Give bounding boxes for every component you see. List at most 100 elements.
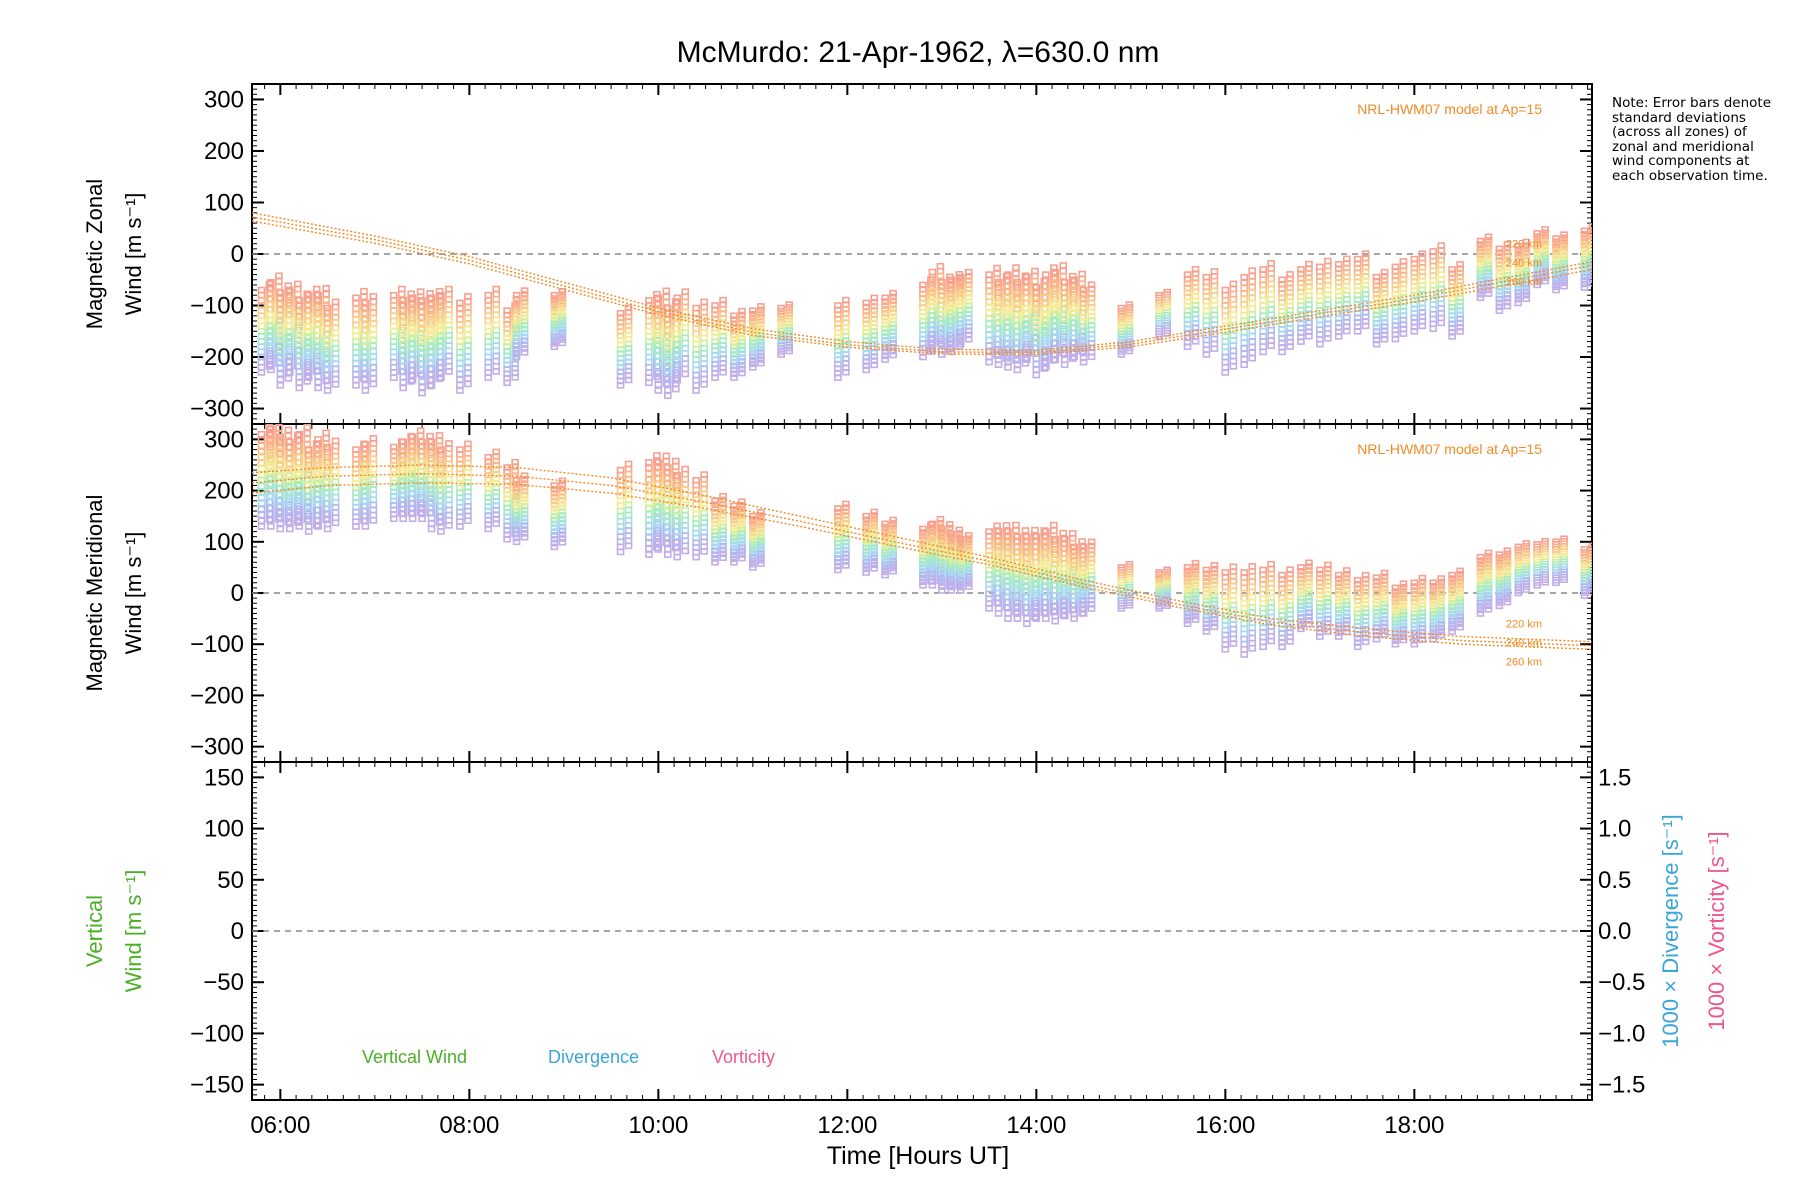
observation-point — [785, 347, 793, 355]
observation-point — [1070, 353, 1078, 361]
chart-title: McMurdo: 21-Apr-1962, λ=630.0 nm — [677, 36, 1160, 69]
observation-point — [267, 504, 275, 512]
observation-point — [464, 375, 472, 382]
observation-point — [484, 348, 493, 356]
observation-point — [862, 537, 871, 545]
observation-point — [947, 541, 956, 548]
observation-point — [870, 315, 879, 323]
observation-point — [1305, 332, 1313, 340]
observation-point — [985, 276, 993, 284]
observation-point — [445, 347, 453, 355]
observation-point — [956, 324, 965, 331]
observation-point — [700, 375, 708, 383]
observation-point — [749, 339, 757, 346]
observation-point — [445, 501, 453, 509]
observation-point — [730, 523, 738, 531]
observation-point — [520, 314, 529, 321]
observation-point — [1448, 324, 1456, 332]
observation-point — [1380, 273, 1389, 280]
observation-point — [928, 547, 937, 555]
observation-point — [512, 326, 521, 334]
observation-point — [842, 531, 850, 538]
observation-point — [862, 324, 871, 332]
observation-point — [257, 505, 266, 513]
observation-point — [1202, 597, 1211, 604]
observation-point — [1372, 286, 1381, 294]
observation-point — [881, 309, 889, 317]
observation-point — [956, 282, 965, 289]
observation-point — [445, 306, 453, 313]
observation-point — [1456, 307, 1464, 314]
observation-point — [484, 525, 493, 533]
observation-point — [369, 450, 378, 458]
observation-point — [418, 515, 426, 523]
observation-point — [673, 548, 682, 556]
observation-point — [938, 556, 946, 564]
observation-point — [389, 338, 398, 345]
observation-point — [889, 316, 897, 324]
observation-point — [919, 525, 927, 533]
observation-point — [435, 519, 444, 526]
observation-point — [1456, 323, 1464, 331]
observation-point — [1580, 231, 1589, 238]
observation-point — [956, 307, 965, 314]
observation-point — [322, 296, 330, 304]
observation-point — [938, 560, 946, 567]
observation-point — [938, 529, 946, 537]
observation-point — [445, 516, 453, 524]
observation-point — [1191, 588, 1200, 595]
observation-point — [492, 520, 501, 527]
observation-point — [738, 361, 746, 369]
observation-point — [700, 350, 708, 357]
observation-point — [834, 374, 842, 381]
observation-point — [1004, 364, 1012, 371]
observation-point — [456, 321, 464, 329]
observation-point — [681, 344, 690, 352]
observation-point — [361, 387, 370, 394]
observation-point — [1240, 361, 1249, 369]
observation-point — [352, 332, 360, 340]
model-curve-220km — [252, 212, 1592, 352]
observation-point — [267, 517, 275, 524]
observation-point — [1229, 342, 1238, 349]
observation-point — [1202, 574, 1211, 581]
observation-point — [889, 340, 897, 347]
observation-point — [1495, 257, 1504, 264]
observation-point — [492, 363, 501, 370]
observation-point — [757, 356, 765, 363]
observation-point — [435, 437, 444, 445]
observation-point — [1191, 584, 1200, 592]
observation-point — [1041, 615, 1050, 622]
observation-point — [1210, 588, 1219, 596]
y-tick-label: 300 — [204, 426, 244, 453]
observation-point — [938, 552, 946, 560]
observation-point — [331, 463, 340, 470]
observation-point — [267, 366, 275, 374]
observation-point — [1476, 237, 1485, 245]
observation-point — [1495, 249, 1504, 257]
y-tick-label: −300 — [190, 396, 244, 423]
observation-point — [369, 440, 378, 447]
observation-point — [881, 333, 889, 340]
observation-point — [947, 558, 956, 566]
observation-point — [834, 528, 842, 535]
observation-point — [1580, 248, 1589, 256]
observation-point — [730, 520, 738, 527]
observation-point — [1210, 608, 1219, 615]
observation-point — [738, 526, 746, 534]
observation-point — [456, 316, 464, 323]
observation-point — [369, 506, 378, 514]
observation-point — [730, 506, 738, 513]
observation-point — [654, 381, 663, 389]
observation-point — [834, 555, 842, 562]
observation-point — [1476, 269, 1485, 277]
observation-point — [1580, 234, 1589, 242]
observation-point — [1191, 605, 1200, 613]
observation-point — [1183, 581, 1192, 589]
observation-point — [512, 507, 521, 515]
observation-point — [624, 481, 633, 488]
observation-point — [700, 303, 708, 311]
observation-point — [1522, 267, 1531, 274]
observation-point — [692, 330, 700, 338]
observation-point — [730, 335, 738, 343]
